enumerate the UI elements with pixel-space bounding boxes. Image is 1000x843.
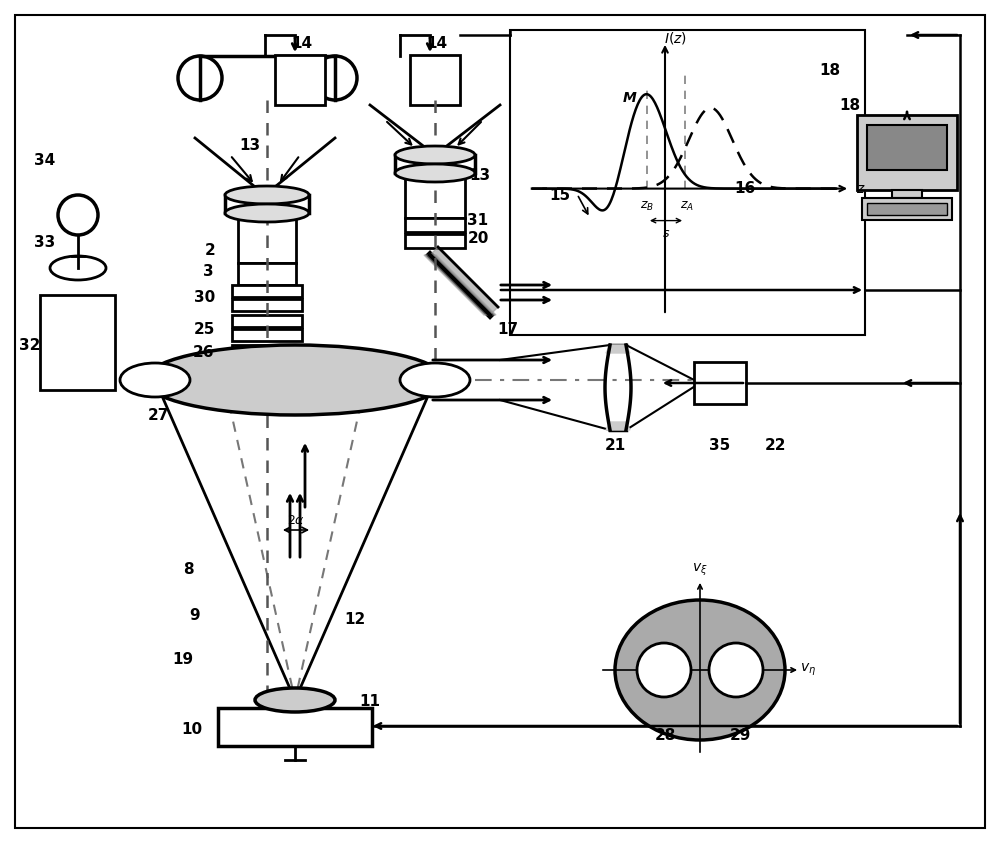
- Ellipse shape: [400, 363, 470, 397]
- Text: 35: 35: [709, 438, 731, 453]
- Text: 31: 31: [467, 212, 489, 228]
- Text: 14: 14: [291, 35, 313, 51]
- Polygon shape: [430, 247, 498, 315]
- Text: $z_B$: $z_B$: [640, 200, 654, 213]
- Polygon shape: [606, 345, 630, 353]
- Text: 12: 12: [344, 613, 366, 627]
- Bar: [225, 195, 309, 213]
- Ellipse shape: [120, 363, 190, 397]
- Text: 33: 33: [34, 234, 56, 250]
- Text: 28: 28: [654, 728, 676, 743]
- Ellipse shape: [58, 195, 98, 235]
- Ellipse shape: [395, 146, 475, 164]
- Bar: [232, 329, 302, 341]
- Polygon shape: [283, 385, 308, 700]
- Text: $z_A$: $z_A$: [680, 200, 694, 213]
- Ellipse shape: [50, 256, 106, 280]
- Text: z: z: [856, 181, 864, 196]
- Ellipse shape: [709, 643, 763, 697]
- Text: 21: 21: [604, 438, 626, 453]
- Text: 19: 19: [172, 652, 194, 668]
- Text: 9: 9: [190, 608, 200, 622]
- Ellipse shape: [225, 186, 309, 204]
- Bar: [232, 299, 302, 311]
- Bar: [862, 198, 952, 220]
- Text: 13: 13: [239, 137, 261, 153]
- Bar: [694, 362, 746, 404]
- Bar: [275, 55, 325, 105]
- Text: 32: 32: [19, 337, 41, 352]
- Bar: [410, 55, 460, 105]
- Text: 13: 13: [469, 168, 491, 182]
- Text: $I(z)$: $I(z)$: [664, 30, 686, 46]
- Bar: [405, 234, 465, 248]
- Bar: [218, 708, 372, 746]
- Text: 15: 15: [549, 187, 571, 202]
- Text: 10: 10: [181, 722, 203, 738]
- Bar: [232, 315, 302, 327]
- Bar: [232, 285, 302, 297]
- Ellipse shape: [637, 643, 691, 697]
- Bar: [232, 345, 302, 359]
- Ellipse shape: [615, 600, 785, 740]
- Bar: [857, 115, 957, 190]
- Bar: [238, 263, 296, 285]
- Bar: [238, 213, 296, 263]
- Bar: [405, 173, 465, 218]
- Text: 27: 27: [147, 407, 169, 422]
- Text: s: s: [663, 227, 669, 240]
- Text: 29: 29: [729, 728, 751, 743]
- Bar: [405, 218, 465, 232]
- Text: 18: 18: [839, 98, 861, 112]
- Text: $v_\eta$: $v_\eta$: [800, 662, 816, 678]
- Text: 20: 20: [467, 230, 489, 245]
- Ellipse shape: [255, 688, 335, 712]
- Bar: [395, 155, 475, 173]
- Bar: [867, 203, 947, 215]
- Ellipse shape: [145, 345, 445, 415]
- Bar: [892, 190, 922, 198]
- Text: 34: 34: [34, 153, 56, 168]
- Text: M: M: [623, 91, 637, 105]
- Text: 11: 11: [360, 695, 381, 710]
- Bar: [510, 30, 865, 335]
- Text: 30: 30: [194, 291, 216, 305]
- Ellipse shape: [395, 164, 475, 182]
- Text: 17: 17: [497, 323, 519, 337]
- Text: 22: 22: [764, 438, 786, 453]
- Bar: [867, 125, 947, 170]
- Polygon shape: [606, 422, 630, 430]
- Text: 18: 18: [819, 62, 841, 78]
- Text: 26: 26: [192, 345, 214, 359]
- Text: 16: 16: [734, 180, 756, 196]
- Ellipse shape: [178, 56, 222, 100]
- Text: 25: 25: [193, 323, 215, 337]
- Ellipse shape: [313, 56, 357, 100]
- Text: 2: 2: [205, 243, 215, 257]
- Bar: [40, 295, 115, 390]
- Polygon shape: [857, 115, 957, 190]
- Text: $2\alpha$: $2\alpha$: [287, 513, 305, 527]
- Text: 8: 8: [183, 562, 193, 577]
- Text: 3: 3: [203, 265, 213, 280]
- Text: $v_\xi$: $v_\xi$: [692, 561, 708, 578]
- Polygon shape: [424, 255, 496, 315]
- Text: 14: 14: [426, 35, 448, 51]
- Ellipse shape: [225, 204, 309, 222]
